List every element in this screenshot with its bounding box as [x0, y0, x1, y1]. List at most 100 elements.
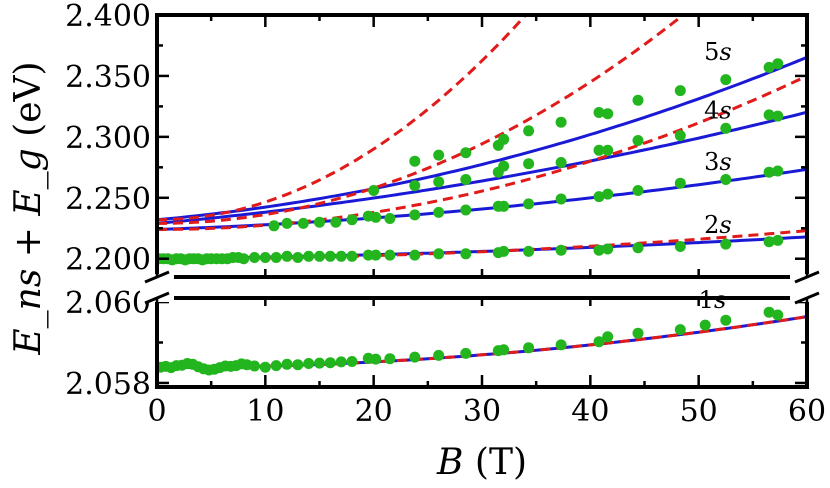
- y-tick-label: 2.350: [65, 60, 151, 95]
- data-point-4s: [498, 160, 510, 172]
- state-label-5s: 5s: [704, 38, 732, 66]
- data-point-4s: [555, 157, 567, 168]
- data-point-3s: [433, 206, 445, 218]
- data-point-5s: [632, 94, 644, 106]
- data-point-2s: [314, 250, 325, 262]
- data-point-1s: [335, 356, 347, 368]
- y-tick-label: 2.400: [65, 0, 151, 34]
- data-point-2s: [409, 249, 421, 261]
- state-label-3s: 3s: [704, 148, 732, 176]
- data-point-3s: [409, 209, 421, 221]
- data-point-3s: [632, 185, 644, 196]
- data-point-5s: [409, 155, 421, 167]
- data-point-1s: [555, 339, 567, 351]
- y-tick-label: 2.060: [65, 286, 151, 321]
- x-tick-label: 30: [463, 394, 501, 429]
- data-point-2s: [593, 244, 605, 256]
- data-point-1s: [460, 347, 472, 359]
- x-tick-label: 50: [680, 394, 718, 429]
- data-point-3s: [370, 211, 382, 223]
- data-point-2s: [498, 245, 510, 257]
- data-point-4s: [523, 158, 535, 170]
- y-axis-title: E_ns + E_g (eV): [8, 61, 49, 355]
- data-point-1s: [593, 336, 605, 348]
- data-point-1s: [384, 353, 396, 365]
- data-point-1s: [303, 358, 315, 369]
- data-point-1s: [314, 357, 325, 369]
- state-label-2s: 2s: [704, 211, 732, 239]
- data-point-2s: [772, 234, 784, 246]
- data-point-5s: [433, 149, 445, 161]
- data-point-2s: [555, 244, 567, 256]
- data-point-2s: [335, 250, 347, 262]
- fit-line-3s: [157, 167, 807, 231]
- data-point-3s: [523, 198, 535, 210]
- x-axis-title: B (T): [436, 442, 527, 483]
- data-point-3s: [330, 216, 342, 228]
- data-point-1s: [324, 357, 336, 369]
- data-point-4s: [632, 135, 644, 146]
- data-point-2s: [674, 241, 686, 252]
- data-point-4s: [409, 180, 421, 192]
- data-point-2s: [238, 253, 250, 265]
- state-label-1s: 1s: [699, 286, 727, 314]
- data-point-2s: [292, 252, 304, 263]
- data-point-2s: [370, 249, 382, 261]
- model-line-3s-model: [157, 74, 807, 231]
- y-tick-label: 2.250: [65, 182, 151, 217]
- data-point-1s: [259, 361, 271, 373]
- data-point-1s: [523, 342, 535, 354]
- data-point-4s: [433, 176, 445, 188]
- data-point-2s: [384, 249, 396, 261]
- data-point-1s: [270, 360, 282, 372]
- data-point-1s: [409, 351, 421, 363]
- data-point-4s: [772, 110, 784, 122]
- data-point-2s: [523, 245, 535, 257]
- data-point-3s: [772, 165, 784, 177]
- x-tick-label: 40: [571, 394, 609, 429]
- data-point-3s: [346, 214, 358, 226]
- data-point-5s: [593, 107, 605, 118]
- x-tick-label: 60: [788, 394, 826, 429]
- data-point-1s: [772, 309, 784, 321]
- data-point-2s: [763, 236, 775, 248]
- data-point-1s: [632, 327, 644, 339]
- data-point-1s: [249, 360, 260, 372]
- data-point-5s: [523, 125, 535, 137]
- data-point-5s: [763, 61, 775, 73]
- y-tick-label: 2.200: [65, 243, 151, 278]
- data-point-3s: [297, 217, 309, 229]
- data-point-4s: [720, 122, 732, 134]
- data-point-1s: [292, 359, 304, 371]
- data-point-2s: [249, 252, 260, 263]
- data-point-1s: [346, 356, 358, 367]
- data-point-3s: [498, 200, 510, 212]
- data-point-1s: [370, 353, 382, 365]
- data-point-3s: [555, 193, 567, 205]
- fit-line-4s: [157, 110, 807, 225]
- data-point-3s: [720, 174, 732, 185]
- data-point-4s: [602, 144, 614, 156]
- data-point-3s: [314, 216, 325, 228]
- data-point-3s: [763, 166, 775, 178]
- state-label-4s: 4s: [704, 97, 732, 125]
- data-point-3s: [268, 220, 280, 232]
- data-point-2s: [303, 250, 315, 262]
- data-point-1s: [498, 344, 510, 356]
- model-line-5s-model: [157, 15, 528, 222]
- data-point-2s: [346, 250, 358, 262]
- data-point-5s: [460, 147, 472, 159]
- data-point-2s: [433, 248, 445, 260]
- data-point-2s: [720, 238, 732, 250]
- data-point-4s: [593, 144, 605, 156]
- fit-line-5s: [157, 55, 807, 222]
- model-line-1s-model: [157, 315, 807, 370]
- data-point-5s: [555, 116, 567, 128]
- x-tick-label: 10: [246, 394, 284, 429]
- data-point-4s: [674, 130, 686, 142]
- data-point-1s: [699, 319, 711, 331]
- data-point-5s: [498, 133, 510, 145]
- data-point-3s: [593, 191, 605, 203]
- y-tick-label: 2.300: [65, 121, 151, 156]
